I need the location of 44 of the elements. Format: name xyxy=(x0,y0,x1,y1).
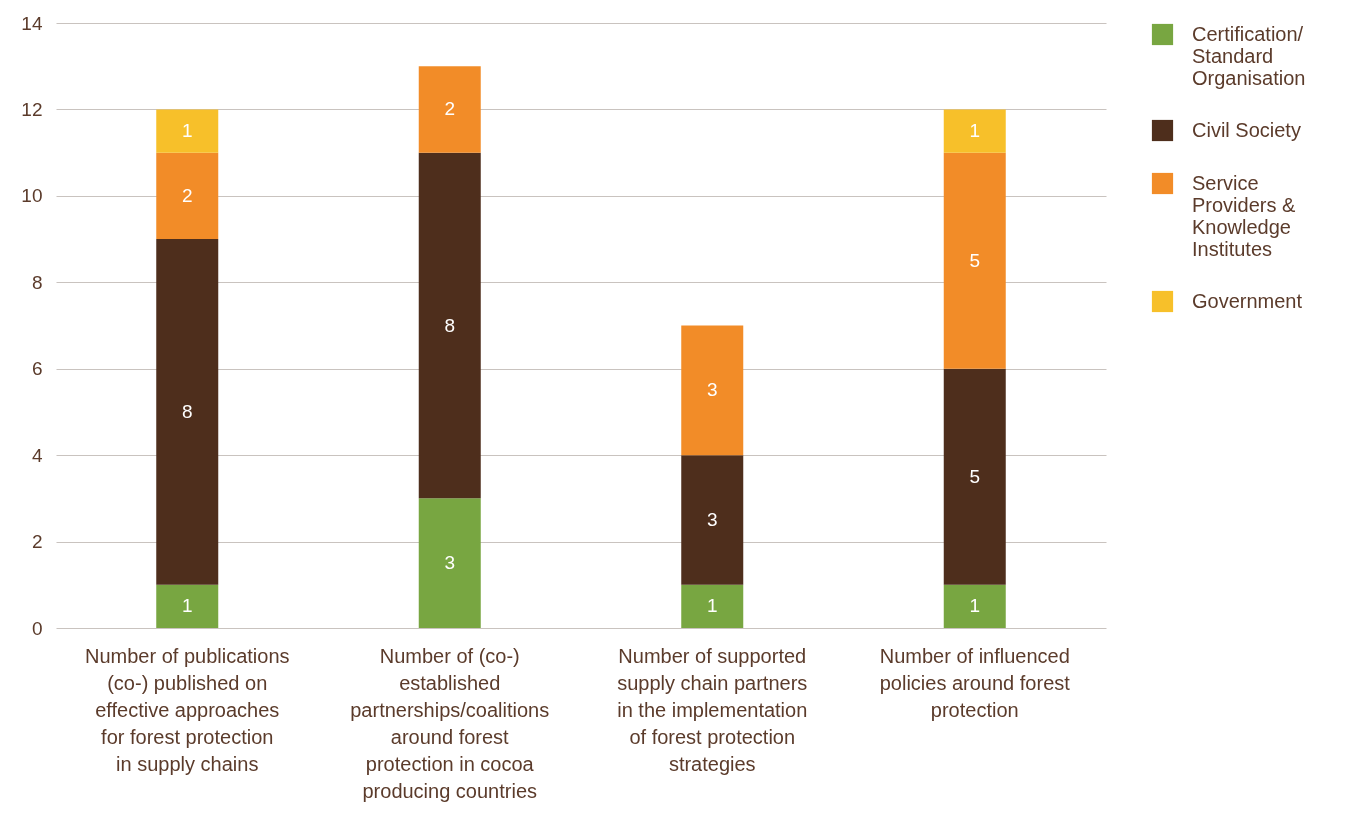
bar xyxy=(156,152,219,240)
legend-label: Certification/ Standard Organisation xyxy=(1192,22,1306,89)
y-tick-label: 0 xyxy=(31,617,43,639)
data-label: 3 xyxy=(444,552,456,574)
data-label: 1 xyxy=(969,595,981,617)
data-label: 5 xyxy=(969,465,981,487)
data-label: 1 xyxy=(181,595,193,617)
bar xyxy=(156,109,219,153)
bar xyxy=(418,498,481,628)
y-tick-label: 6 xyxy=(31,358,43,380)
y-tick-label: 2 xyxy=(31,531,43,553)
data-label: 8 xyxy=(181,400,193,422)
y-tick-label: 4 xyxy=(31,444,43,466)
bar xyxy=(156,584,219,628)
bar xyxy=(418,152,481,499)
bar xyxy=(681,325,744,456)
data-label: 2 xyxy=(181,184,193,206)
data-label: 1 xyxy=(706,595,718,617)
data-label: 3 xyxy=(706,379,718,401)
x-tick-label: Number of supported supply chain partners in the implementation of forest protection strategies xyxy=(617,644,808,775)
y-tick-label: 10 xyxy=(21,185,43,207)
legend-label: Civil Society xyxy=(1192,118,1301,141)
bar xyxy=(943,152,1006,369)
legend-label: Government xyxy=(1192,289,1303,312)
data-label: 1 xyxy=(969,120,981,142)
y-tick-label: 12 xyxy=(21,98,43,120)
x-tick-label: Number of publications (co-) published on effective approaches for forest protection in supply chains xyxy=(84,644,290,775)
data-label: 2 xyxy=(444,98,456,120)
data-label: 8 xyxy=(444,314,456,336)
data-label: 1 xyxy=(181,120,193,142)
bar xyxy=(418,66,481,153)
bar xyxy=(943,368,1006,585)
x-tick-label: Number of influenced policies around forest protection xyxy=(879,644,1071,721)
data-label: 5 xyxy=(969,249,981,271)
y-tick-label: 14 xyxy=(21,12,43,34)
bar xyxy=(681,455,744,585)
bar xyxy=(681,584,744,628)
legend-label: Service Providers & Knowledge Institutes xyxy=(1192,171,1297,260)
data-label: 3 xyxy=(706,508,718,530)
bar xyxy=(943,109,1006,153)
x-tick-label: Number of (co-) established partnerships/coalitions around forest protection in cocoa producing countries xyxy=(350,644,550,802)
y-tick-label: 8 xyxy=(31,271,43,293)
bar xyxy=(156,239,219,585)
bar xyxy=(943,584,1006,628)
